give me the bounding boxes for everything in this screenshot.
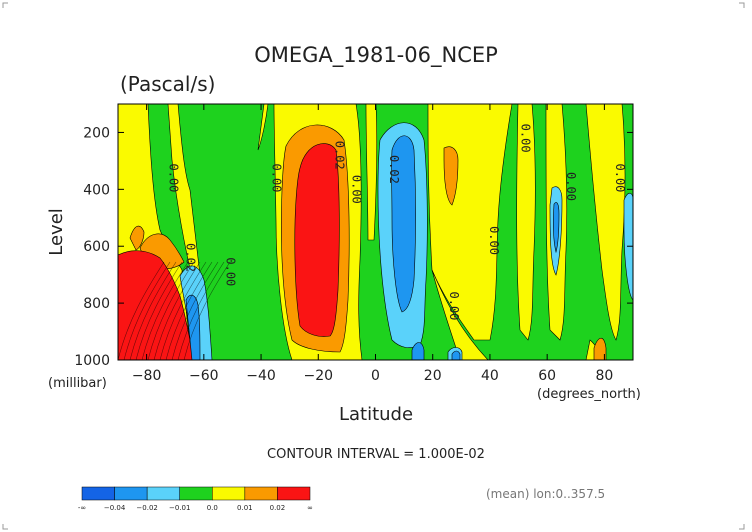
x-tick-label: −60 [189, 368, 219, 384]
contour-label: 0.00 [224, 257, 238, 286]
hatch-line [118, 261, 165, 360]
y-axis-label: Level [46, 208, 67, 256]
region-orange [129, 225, 145, 251]
y-axis-unit: (millibar) [48, 376, 107, 391]
x-axis-label: Latitude [339, 404, 413, 425]
region-orange [443, 146, 459, 206]
y-tick-label: 600 [83, 239, 110, 255]
contour-label: 0.00 [613, 164, 627, 193]
region-yellow [167, 104, 201, 286]
contour-label: 0.02 [184, 243, 198, 272]
contour-label: 0.00 [447, 292, 461, 321]
colorbar: -∞ −0.04 −0.02 −0.01 0.0 0.01 0.02 ∞ [78, 486, 313, 512]
hatch-lines [118, 261, 231, 360]
region-yellow [365, 104, 378, 241]
x-tick-label: −80 [132, 368, 162, 384]
units-label: (Pascal/s) [120, 72, 215, 96]
region-orange [593, 337, 607, 360]
contour-label: 0.00 [564, 172, 578, 201]
x-tick-label: −40 [246, 368, 276, 384]
colorbar-swatch [146, 486, 180, 501]
hatch-line [141, 261, 189, 360]
hatch-line [123, 261, 171, 360]
plot-area [118, 104, 633, 360]
contour-label: 0.00 [350, 175, 364, 204]
colorbar-label: −0.04 [104, 504, 126, 512]
contour-label: 0.02 [387, 155, 401, 184]
chart-title: OMEGA_1981-06_NCEP [254, 43, 498, 68]
contour-label: 0.00 [167, 164, 181, 193]
colorbar-label: 0.01 [237, 504, 253, 512]
contour-label: 0.00 [518, 124, 532, 153]
colorbar-label: −0.02 [136, 504, 157, 512]
x-tick-label: 20 [424, 368, 442, 384]
hatch-line [135, 261, 183, 360]
y-axis: 200 400 600 800 1000 [74, 125, 633, 369]
colorbar-swatch [244, 486, 278, 501]
region-blue [391, 135, 416, 313]
hatch-line [147, 261, 195, 360]
hatch-line [165, 261, 213, 360]
x-axis: −80 −60 −40 −20 0 20 40 60 80 [132, 104, 613, 384]
region-blue [411, 342, 425, 360]
x-tick-label: 0 [371, 368, 380, 384]
colorbar-swatch [179, 486, 213, 501]
hatch-line [153, 261, 201, 360]
contour-label: 0.00 [270, 164, 284, 193]
x-tick-label: 60 [538, 368, 556, 384]
footnote-text: (mean) lon:0..357.5 [486, 487, 605, 501]
hatch-line [159, 261, 207, 360]
region-blue [451, 350, 461, 360]
region-red [294, 143, 340, 337]
hatch-line [183, 261, 231, 360]
region-yellow [516, 104, 536, 341]
region-yellow [431, 269, 489, 360]
region-blue [553, 202, 560, 254]
colorbar-label: -∞ [78, 504, 86, 512]
contour-label: 0.00 [487, 226, 501, 255]
colorbar-swatch [277, 486, 311, 501]
contour-label: 0.02 [332, 141, 346, 170]
hatch-line [177, 261, 225, 360]
contour-interval-text: CONTOUR INTERVAL = 1.000E-02 [267, 447, 485, 462]
colorbar-label: 0.02 [270, 504, 286, 512]
y-tick-label: 1000 [74, 353, 110, 369]
colorbar-label: 0.0 [207, 504, 218, 512]
colorbar-swatch [81, 486, 115, 501]
y-tick-label: 400 [83, 182, 110, 198]
region-yellow [585, 104, 626, 341]
hatch-line [129, 261, 177, 360]
x-axis-unit: (degrees_north) [537, 387, 641, 402]
colorbar-label: −0.01 [169, 504, 190, 512]
y-tick-label: 800 [83, 296, 110, 312]
x-tick-label: 80 [595, 368, 613, 384]
x-tick-label: −20 [304, 368, 334, 384]
y-tick-label: 200 [83, 125, 110, 141]
contour-labels: 0.00 0.02 0.00 0.00 0.02 0.00 0.02 0.00 0.00 0.00… [167, 124, 627, 321]
x-tick-label: 40 [481, 368, 499, 384]
colorbar-label: ∞ [307, 504, 313, 512]
colorbar-swatch [212, 486, 246, 501]
colorbar-swatch [114, 486, 148, 501]
hatch-line [171, 261, 219, 360]
